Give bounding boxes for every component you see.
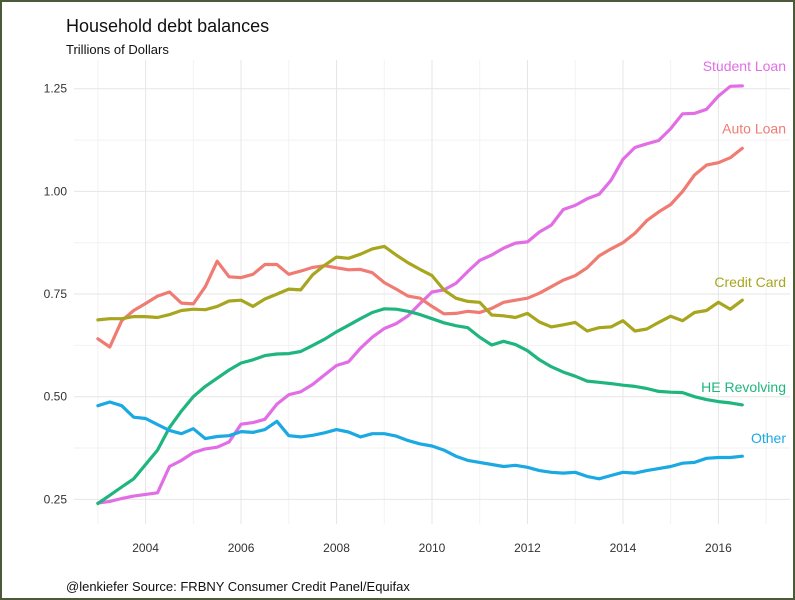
series-line-auto-loan (96, 146, 744, 349)
x-tick-label: 2016 (705, 541, 732, 555)
y-tick-label: 1.25 (44, 82, 68, 96)
series-layer (96, 84, 744, 506)
chart-title: Household debt balances (66, 16, 270, 36)
y-tick-label: 0.75 (44, 287, 68, 301)
y-tick-label: 1.00 (44, 184, 68, 198)
chart-subtitle: Trillions of Dollars (66, 42, 169, 57)
x-tick-label: 2004 (132, 541, 159, 555)
grid-layer (74, 60, 790, 524)
series-line-credit-card (96, 244, 744, 333)
x-tick-label: 2012 (514, 541, 541, 555)
x-tick-label: 2014 (610, 541, 637, 555)
series-line-he-revolving (96, 307, 744, 506)
y-tick-label: 0.25 (44, 492, 68, 506)
x-tick-label: 2008 (323, 541, 350, 555)
y-tick-label: 0.50 (44, 390, 68, 404)
x-tick-label: 2010 (419, 541, 446, 555)
chart-caption: @lenkiefer Source: FRBNY Consumer Credit… (66, 579, 410, 594)
series-labels: Student Loan Auto Loan Credit Card HE Revol… (701, 58, 786, 446)
series-label-credit-card: Credit Card (714, 274, 786, 290)
series-line-student-loan (96, 84, 744, 505)
series-line-other (96, 400, 744, 481)
axis-layer: 2004 2006 2008 2010 2012 2014 2016 0.25 0.50 0.75… (44, 82, 732, 555)
x-tick-label: 2006 (228, 541, 255, 555)
series-label-auto-loan: Auto Loan (722, 120, 786, 136)
series-label-other: Other (751, 430, 786, 446)
series-label-he-revolving: HE Revolving (701, 379, 786, 395)
series-label-student-loan: Student Loan (703, 58, 786, 74)
